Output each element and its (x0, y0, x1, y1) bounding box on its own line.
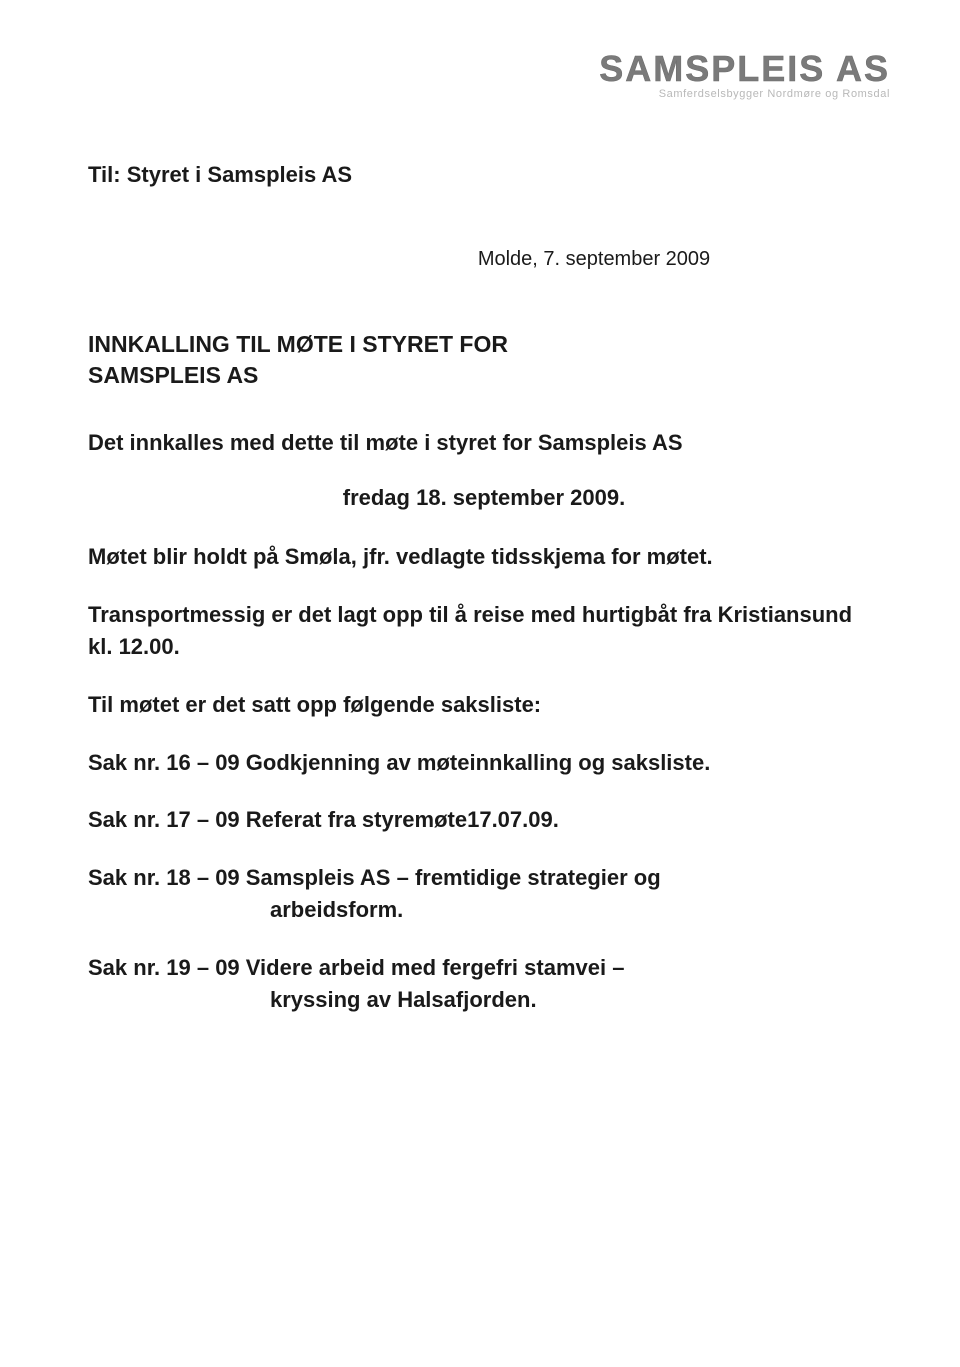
agenda-item-continuation: kryssing av Halsafjorden. (88, 984, 880, 1016)
addressee-line: Til: Styret i Samspleis AS (88, 162, 880, 188)
agenda-item-continuation: arbeidsform. (88, 894, 880, 926)
company-logo-text: SAMSPLEIS AS (88, 48, 890, 90)
location-paragraph: Møtet blir holdt på Smøla, jfr. vedlagte… (88, 541, 880, 573)
agenda-item-line: Sak nr. 18 – 09 Samspleis AS – fremtidig… (88, 862, 880, 894)
document-date: Molde, 7. september 2009 (308, 248, 880, 271)
company-tagline: Samferdselsbygger Nordmøre og Romsdal (88, 88, 890, 100)
transport-paragraph: Transportmessig er det lagt opp til å re… (88, 599, 880, 663)
agenda-item-line: Sak nr. 19 – 09 Videre arbeid med fergef… (88, 952, 880, 984)
agenda-item: Sak nr. 19 – 09 Videre arbeid med fergef… (88, 952, 880, 1016)
title-line-2: SAMSPLEIS AS (88, 362, 258, 388)
agenda-item-line: Sak nr. 16 – 09 Godkjenning av møteinnka… (88, 747, 880, 779)
meeting-date-line: fredag 18. september 2009. (88, 485, 880, 511)
title-line-1: INNKALLING TIL MØTE I STYRET FOR (88, 331, 508, 357)
document-title: INNKALLING TIL MØTE I STYRET FOR SAMSPLE… (88, 329, 880, 391)
agenda-item: Sak nr. 18 – 09 Samspleis AS – fremtidig… (88, 862, 880, 926)
agenda-intro: Til møtet er det satt opp følgende saksl… (88, 689, 880, 721)
agenda-item: Sak nr. 16 – 09 Godkjenning av møteinnka… (88, 747, 880, 779)
document-page: SAMSPLEIS AS Samferdselsbygger Nordmøre … (0, 0, 960, 1367)
agenda-item-line: Sak nr. 17 – 09 Referat fra styremøte17.… (88, 804, 880, 836)
letterhead: SAMSPLEIS AS Samferdselsbygger Nordmøre … (88, 48, 890, 100)
agenda-item: Sak nr. 17 – 09 Referat fra styremøte17.… (88, 804, 880, 836)
intro-paragraph: Det innkalles med dette til møte i styre… (88, 427, 880, 459)
